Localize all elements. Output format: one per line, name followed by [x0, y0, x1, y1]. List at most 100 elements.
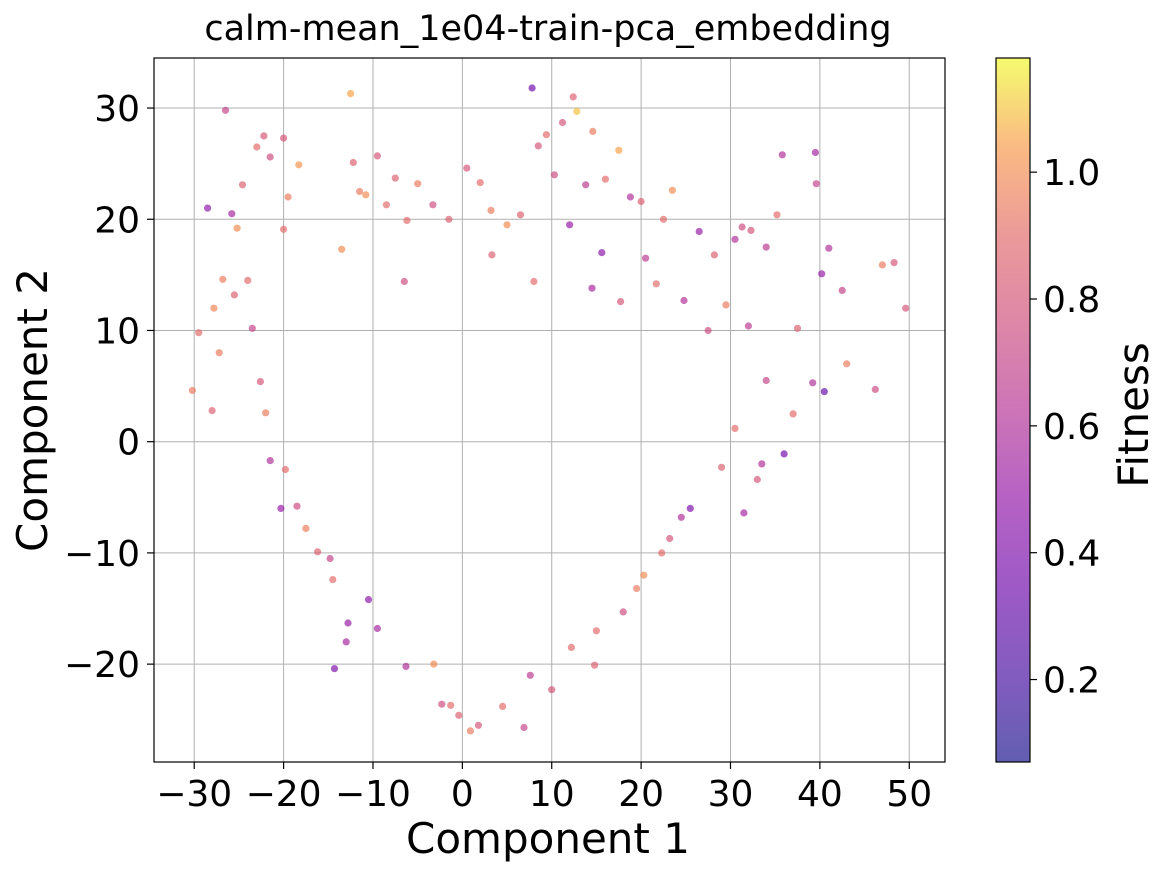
- scatter-point: [266, 457, 274, 465]
- scatter-point: [567, 643, 576, 652]
- scatter-point: [668, 186, 677, 194]
- colorbar-ticks: 0.2 0.4 0.6 0.8 1.0: [1030, 153, 1100, 702]
- scatter-point: [455, 711, 463, 719]
- scatter-point: [474, 721, 482, 729]
- scatter-point: [658, 549, 666, 557]
- scatter-point: [295, 161, 303, 169]
- scatter-point: [591, 661, 599, 669]
- scatter-point: [738, 223, 746, 231]
- scatter-point: [740, 509, 748, 517]
- scatter-point: [747, 226, 755, 234]
- scatter-point: [601, 175, 610, 183]
- scatter-point: [284, 193, 292, 201]
- scatter-point: [902, 304, 910, 312]
- scatter-point: [818, 270, 826, 278]
- x-tick-label: 10: [529, 774, 575, 815]
- x-tick-label: 30: [708, 774, 754, 815]
- scatter-point: [566, 221, 574, 229]
- y-axis-label: Component 2: [8, 268, 57, 552]
- scatter-point: [210, 304, 218, 312]
- scatter-point: [344, 619, 352, 627]
- scatter-point: [753, 475, 761, 484]
- x-tick-label: −30: [156, 774, 232, 815]
- y-tick-label: 10: [94, 311, 140, 352]
- scatter-point: [744, 322, 753, 330]
- scatter-point: [382, 201, 390, 209]
- scatter-point: [758, 460, 766, 468]
- scatter-point: [811, 148, 820, 157]
- scatter-point: [400, 277, 408, 286]
- scatter-point: [890, 259, 898, 267]
- scatter-point: [528, 84, 536, 92]
- scatter-point: [878, 261, 887, 269]
- scatter-point: [233, 224, 241, 232]
- x-axis-label: Component 1: [406, 814, 690, 863]
- scatter-point: [686, 504, 694, 512]
- y-tick-label: 0: [117, 423, 140, 464]
- scatter-point: [266, 153, 274, 161]
- scatter-point: [592, 627, 601, 635]
- scatter-point: [659, 215, 668, 223]
- scatter-point: [773, 211, 781, 219]
- scatter-point: [722, 301, 730, 309]
- scatter-points: [188, 84, 910, 735]
- scatter-point: [314, 548, 322, 556]
- colorbar: 0.2 0.4 0.6 0.8 1.0 Fitness: [995, 57, 1158, 763]
- scatter-point: [221, 106, 230, 114]
- colorbar-frame: [995, 57, 1031, 763]
- scatter-point: [569, 93, 577, 101]
- y-tick-label: −20: [64, 645, 140, 686]
- scatter-point: [520, 723, 528, 732]
- scatter-point: [637, 197, 645, 206]
- colorbar-tick-label: 0.2: [1043, 661, 1100, 702]
- scatter-point: [642, 254, 650, 262]
- scatter-point: [362, 191, 370, 199]
- scatter-point: [466, 727, 474, 735]
- scatter-point: [244, 276, 252, 284]
- scatter-point: [809, 379, 817, 387]
- scatter-point: [445, 215, 453, 223]
- scatter-point: [347, 90, 355, 98]
- colorbar-gradient: [996, 58, 1030, 762]
- grid-lines: [154, 58, 945, 762]
- scatter-point: [403, 216, 411, 224]
- scatter-point: [789, 410, 797, 418]
- scatter-point: [516, 211, 525, 219]
- scatter-point: [615, 146, 623, 154]
- scatter-point: [238, 181, 247, 189]
- scatter-point: [262, 409, 270, 417]
- scatter-point: [626, 193, 635, 201]
- scatter-point: [588, 284, 596, 292]
- scatter-point: [349, 158, 357, 167]
- chart-title: calm-mean_1e04-train-pca_embedding: [204, 9, 891, 49]
- scatter-point: [204, 204, 212, 212]
- scatter-point: [550, 171, 559, 179]
- x-tick-label: −10: [335, 774, 411, 815]
- colorbar-tick-label: 0.8: [1043, 280, 1100, 321]
- scatter-point: [356, 187, 364, 196]
- scatter-point: [230, 291, 238, 299]
- scatter-point: [762, 376, 770, 385]
- scatter-point: [330, 665, 339, 673]
- scatter-point: [293, 502, 301, 510]
- scatter-point: [402, 662, 410, 671]
- scatter-point: [843, 360, 851, 368]
- scatter-point: [573, 107, 581, 115]
- colorbar-label: Fitness: [1109, 342, 1158, 487]
- scatter-point: [302, 524, 310, 533]
- scatter-point: [253, 143, 261, 151]
- scatter-point: [812, 180, 820, 188]
- x-tick-label: 0: [451, 774, 474, 815]
- scatter-point: [195, 329, 203, 337]
- x-tick-label: 20: [618, 774, 664, 815]
- scatter-point: [633, 584, 641, 593]
- scatter-point: [838, 286, 846, 294]
- scatter-point: [718, 463, 726, 471]
- scatter-point: [277, 504, 285, 512]
- scatter-point: [260, 132, 268, 140]
- scatter-point: [342, 638, 350, 646]
- scatter-point: [871, 385, 879, 393]
- scatter-point: [548, 686, 556, 694]
- scatter-point: [598, 249, 606, 257]
